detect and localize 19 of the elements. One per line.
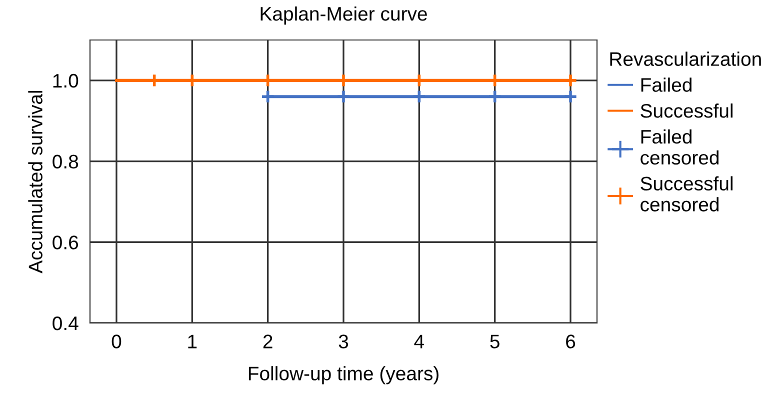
x-tick-label: 4 (414, 334, 424, 348)
x-tick-label: 5 (490, 334, 500, 348)
y-tick-label: 0.8 (52, 154, 78, 169)
y-tick-label: 1.0 (53, 74, 78, 88)
y-axis-title: Accumulated survival (28, 90, 42, 274)
x-tick-label: 3 (338, 334, 348, 348)
y-tick-label: 0.4 (52, 316, 78, 330)
legend-label: Failed censored (640, 129, 719, 165)
y-tick-label: 0.6 (52, 236, 78, 250)
legend-title: Revascularization (610, 52, 761, 66)
legend-label: Successful (640, 103, 732, 118)
legend-label: Successful censored (640, 176, 732, 212)
x-axis-title: Follow-up time (years) (248, 366, 438, 384)
chart-title: Kaplan-Meier curve (260, 6, 427, 25)
x-tick-label: 6 (566, 334, 576, 348)
x-tick-label: 1 (188, 334, 197, 348)
x-tick-label: 2 (263, 334, 272, 348)
legend-label: Failed (641, 78, 692, 92)
x-tick-label: 0 (112, 334, 122, 348)
